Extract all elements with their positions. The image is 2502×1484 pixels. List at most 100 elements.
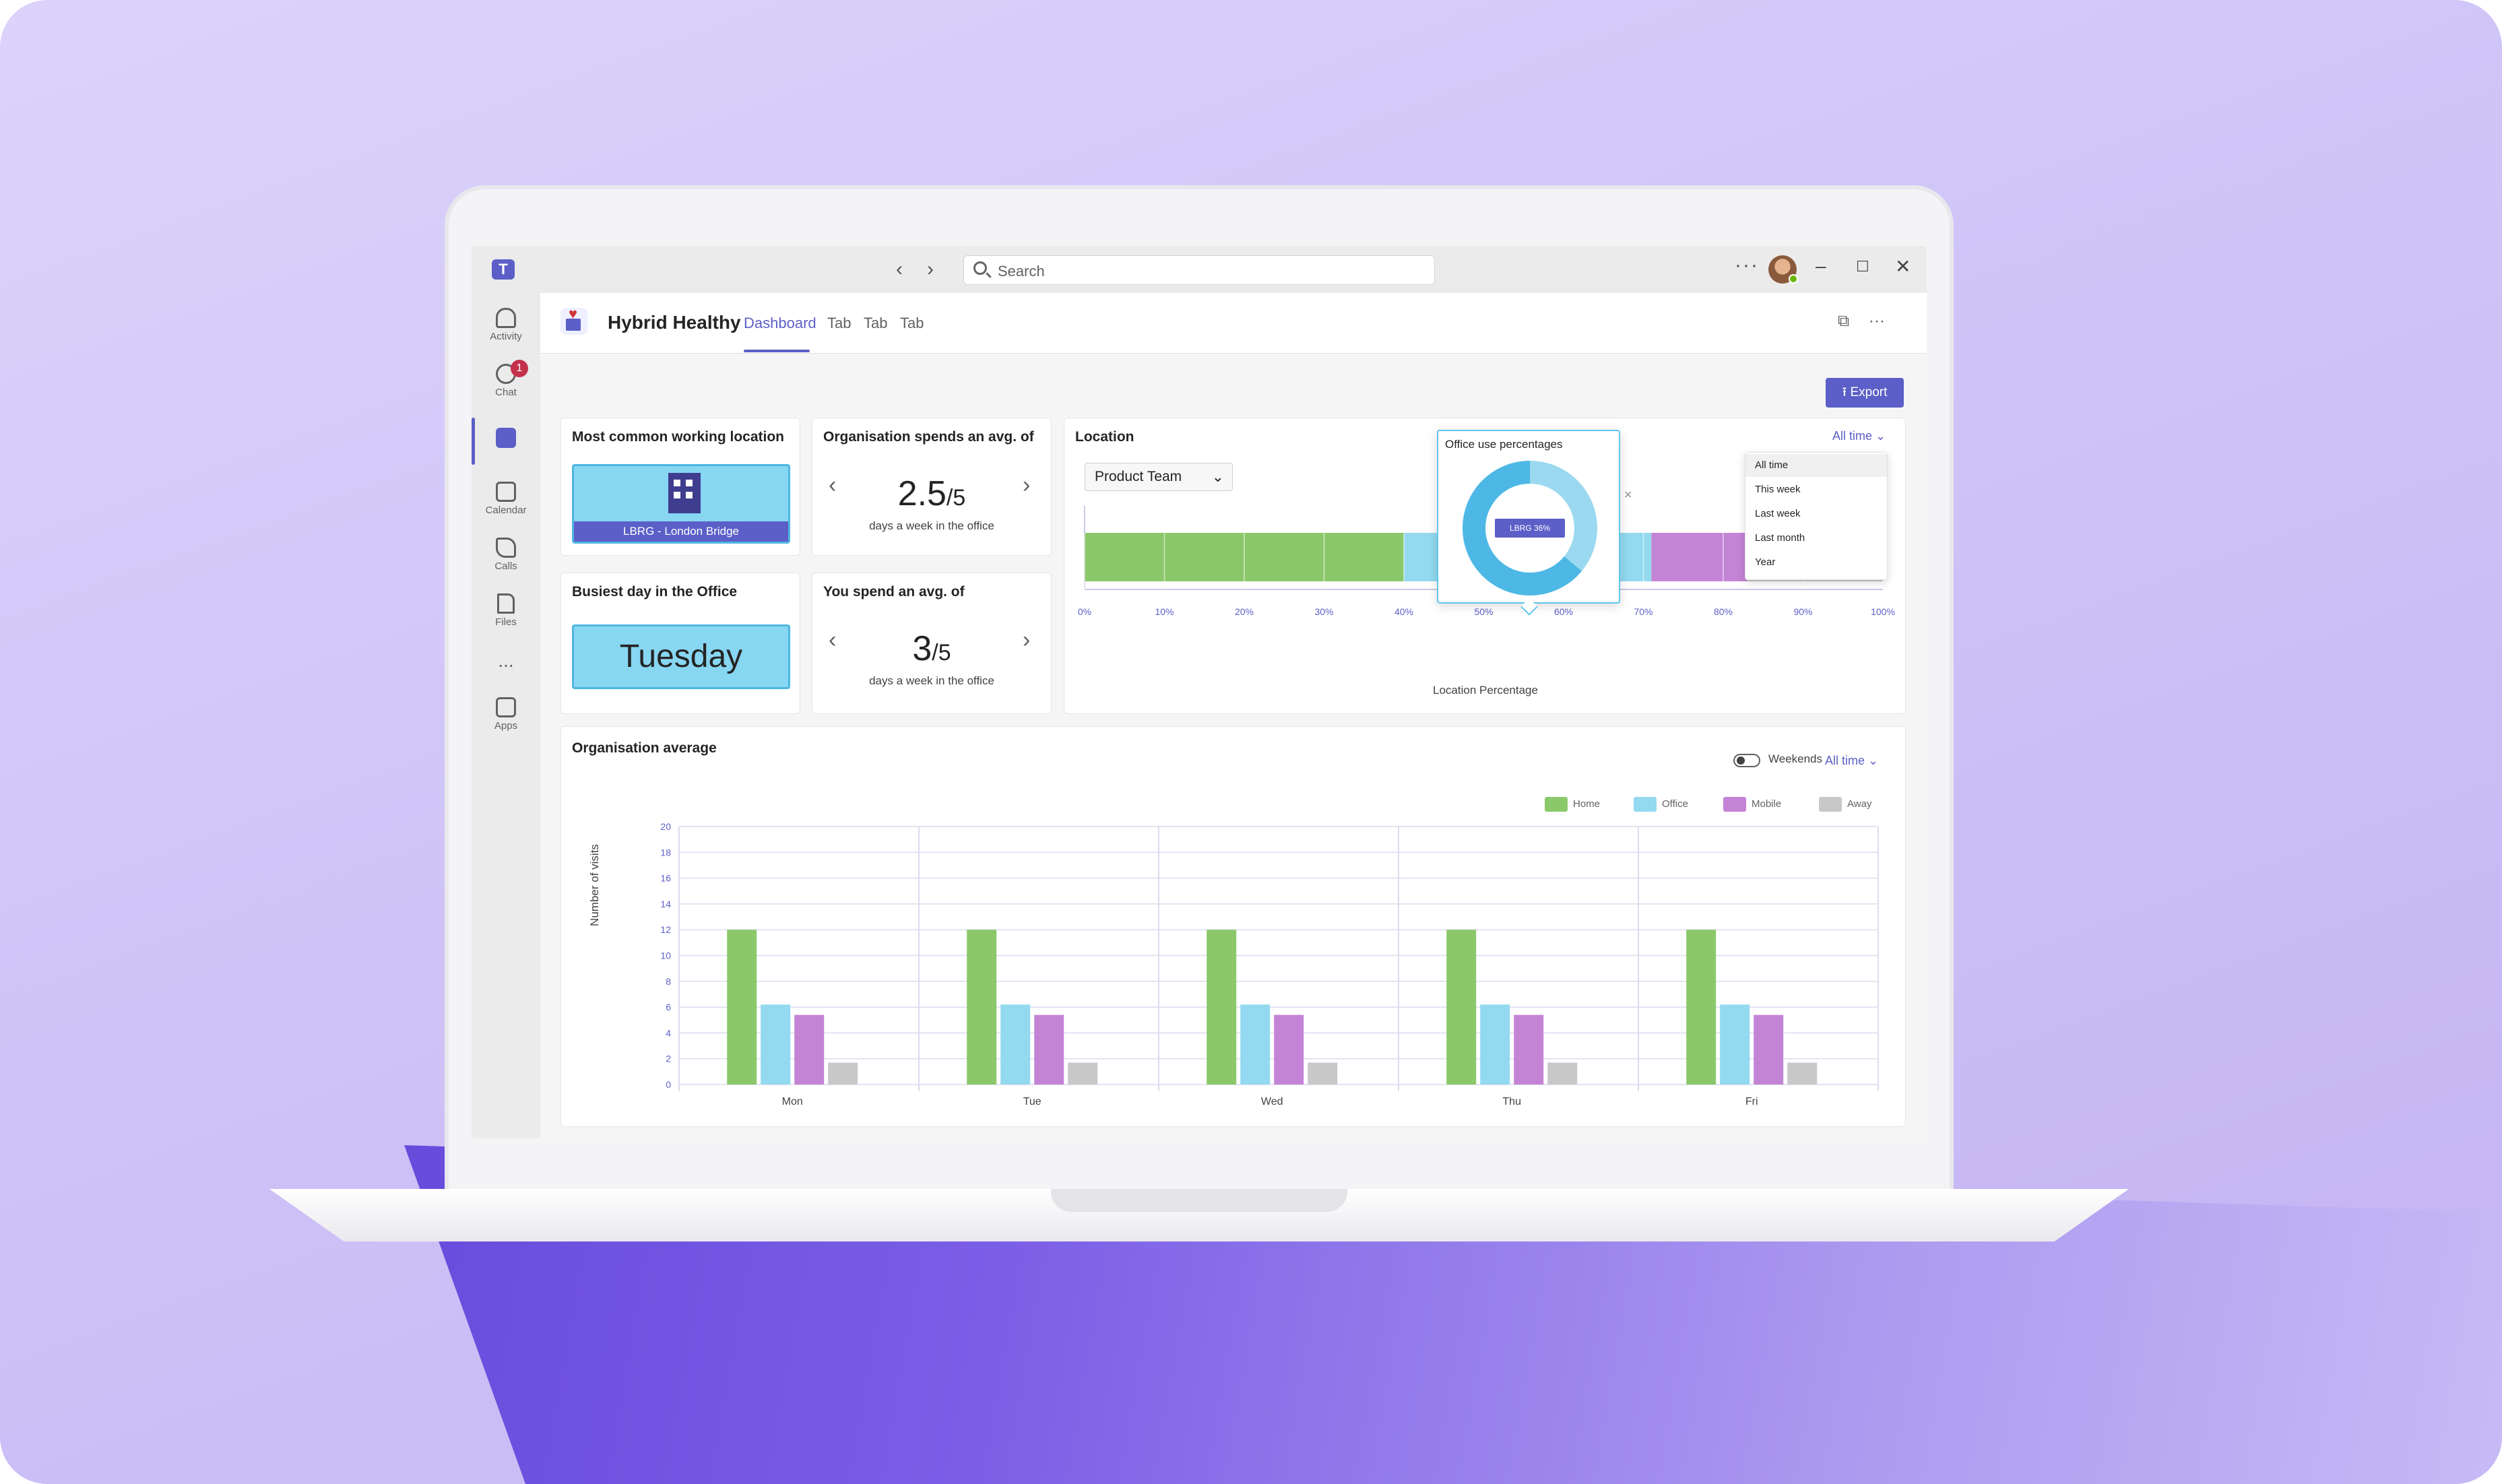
org-y-tick: 18 — [660, 847, 671, 858]
location-x-tick: 100% — [1871, 606, 1895, 617]
rail-item-calendar[interactable]: Calendar — [472, 482, 540, 516]
org-bar-office-mon — [761, 1004, 791, 1085]
location-tile[interactable]: LBRG - London Bridge — [572, 464, 790, 544]
location-name: LBRG - London Bridge — [574, 521, 788, 542]
org-bar-mobile-wed — [1274, 1014, 1304, 1085]
tab-3[interactable]: Tab — [864, 315, 888, 331]
minimize-icon[interactable]: – — [1816, 255, 1826, 276]
app-more-icon[interactable]: ··· — [1869, 312, 1885, 330]
org-avg-number: 2.5 — [897, 474, 947, 513]
app-title: Hybrid Healthy — [608, 312, 741, 333]
team-select[interactable]: Product Team ⌄ — [1085, 463, 1233, 491]
org-y-tick: 20 — [660, 821, 671, 832]
org-bar-office-wed — [1240, 1004, 1271, 1085]
menu-item-last-month[interactable]: Last month — [1755, 532, 1805, 544]
legend-office-label: Office — [1662, 798, 1688, 810]
active-tab-indicator — [744, 350, 810, 352]
org-y-tick: 16 — [660, 873, 671, 884]
search-input[interactable]: Search — [963, 255, 1435, 285]
org-y-tick: 12 — [660, 924, 671, 935]
busiest-day-card: Busiest day in the Office Tuesday — [560, 573, 800, 714]
menu-item-all-time[interactable]: All time — [1745, 454, 1887, 477]
menu-item-year[interactable]: Year — [1755, 556, 1776, 568]
org-average-bar-chart: 0 2 4 6 8 10 12 14 16 18 20 Mon Tue Wed Thu Fri — [660, 821, 1879, 1107]
hybrid-healthy-logo-icon — [560, 305, 587, 335]
location-x-tick: 90% — [1793, 606, 1812, 617]
rail-item-chat[interactable]: 1 Chat — [472, 360, 540, 398]
org-bar-away-tue — [1068, 1062, 1098, 1085]
rail-item-apps[interactable]: Apps — [472, 697, 540, 732]
org-avg-title: Organisation spends an avg. of — [823, 429, 1034, 445]
org-y-tick: 8 — [666, 976, 671, 987]
forward-arrow-icon[interactable]: › — [927, 258, 934, 280]
org-range-select[interactable]: All time ⌄ — [1825, 754, 1878, 768]
rail-active-indicator — [472, 418, 475, 465]
rail-label-calendar: Calendar — [485, 505, 527, 516]
mobile-icon — [1723, 797, 1746, 812]
menu-item-this-week[interactable]: This week — [1755, 484, 1801, 495]
donut-label: LBRG 36% — [1495, 519, 1565, 538]
next-chevron-icon[interactable]: › — [1023, 472, 1031, 498]
file-icon — [497, 593, 515, 614]
org-y-tick: 2 — [666, 1054, 671, 1064]
busiest-day-title: Busiest day in the Office — [572, 584, 738, 600]
tab-dashboard[interactable]: Dashboard — [744, 315, 816, 331]
org-bar-away-fri — [1787, 1062, 1818, 1085]
org-bar-home-fri — [1686, 930, 1717, 1085]
range-select[interactable]: All time ⌄ — [1832, 429, 1886, 443]
location-x-tick: 20% — [1235, 606, 1254, 617]
search-icon — [973, 261, 987, 275]
rail-label-chat: Chat — [495, 387, 517, 398]
tab-2[interactable]: Tab — [827, 315, 852, 331]
location-x-tick: 80% — [1714, 606, 1733, 617]
org-avg-denominator: /5 — [946, 485, 966, 511]
export-button[interactable]: ⭱ Export — [1826, 378, 1904, 408]
rail-item-activity[interactable]: Activity — [472, 308, 540, 342]
maximize-icon[interactable]: ☐ — [1856, 258, 1869, 275]
rail-item-hybrid-healthy[interactable] — [472, 428, 540, 448]
you-avg-caption: days a week in the office — [869, 674, 994, 687]
add-app-icon — [496, 697, 516, 717]
popout-icon[interactable]: ⧉ — [1838, 312, 1850, 330]
org-bar-home-mon — [727, 930, 757, 1085]
legend-mobile-label: Mobile — [1752, 798, 1782, 810]
rail-label-calls: Calls — [494, 560, 517, 572]
legend-office: Office — [1634, 797, 1688, 812]
weekends-toggle[interactable] — [1733, 754, 1760, 767]
chevron-down-icon: ⌄ — [1868, 754, 1879, 767]
you-avg-denominator: /5 — [932, 640, 951, 666]
org-bar-away-wed — [1308, 1062, 1338, 1085]
next-chevron-icon[interactable]: › — [1023, 627, 1031, 653]
back-arrow-icon[interactable]: ‹ — [896, 258, 903, 280]
close-popup-icon[interactable]: ✕ — [1624, 490, 1633, 501]
previous-chevron-icon[interactable]: ‹ — [829, 627, 837, 653]
teams-logo-icon: T — [492, 259, 515, 280]
search-placeholder: Search — [998, 263, 1045, 280]
org-average-title: Organisation average — [572, 740, 717, 756]
close-icon[interactable]: ✕ — [1895, 256, 1911, 277]
previous-chevron-icon[interactable]: ‹ — [829, 472, 837, 498]
chevron-down-icon: ⌄ — [1875, 429, 1886, 443]
tab-4[interactable]: Tab — [900, 315, 924, 331]
more-apps-icon[interactable]: ... — [498, 650, 514, 671]
upload-icon: ⭱ — [1842, 385, 1851, 399]
org-y-tick: 14 — [660, 899, 671, 909]
org-bar-office-thu — [1480, 1004, 1510, 1085]
org-x-tick: Thu — [1502, 1096, 1521, 1107]
org-bar-office-tue — [1000, 1004, 1031, 1085]
office-icon — [1634, 797, 1657, 812]
more-options-icon[interactable]: ··· — [1735, 254, 1759, 276]
location-x-tick: 30% — [1314, 606, 1333, 617]
org-bar-mobile-tue — [1034, 1014, 1064, 1085]
popup-title: Office use percentages — [1445, 438, 1563, 451]
busiest-day-value[interactable]: Tuesday — [572, 624, 790, 689]
you-avg-card: You spend an avg. of ‹ › 3/5 days a week… — [812, 573, 1052, 714]
chevron-down-icon: ⌄ — [1211, 468, 1224, 485]
menu-item-last-week[interactable]: Last week — [1755, 508, 1801, 519]
legend-away-label: Away — [1847, 798, 1872, 810]
rail-item-calls[interactable]: Calls — [472, 538, 540, 572]
dashboard-content: ⭱ Export Most common working location LB… — [540, 354, 1927, 1138]
org-bar-away-mon — [828, 1062, 858, 1085]
rail-item-files[interactable]: Files — [472, 593, 540, 628]
phone-icon — [496, 538, 516, 558]
